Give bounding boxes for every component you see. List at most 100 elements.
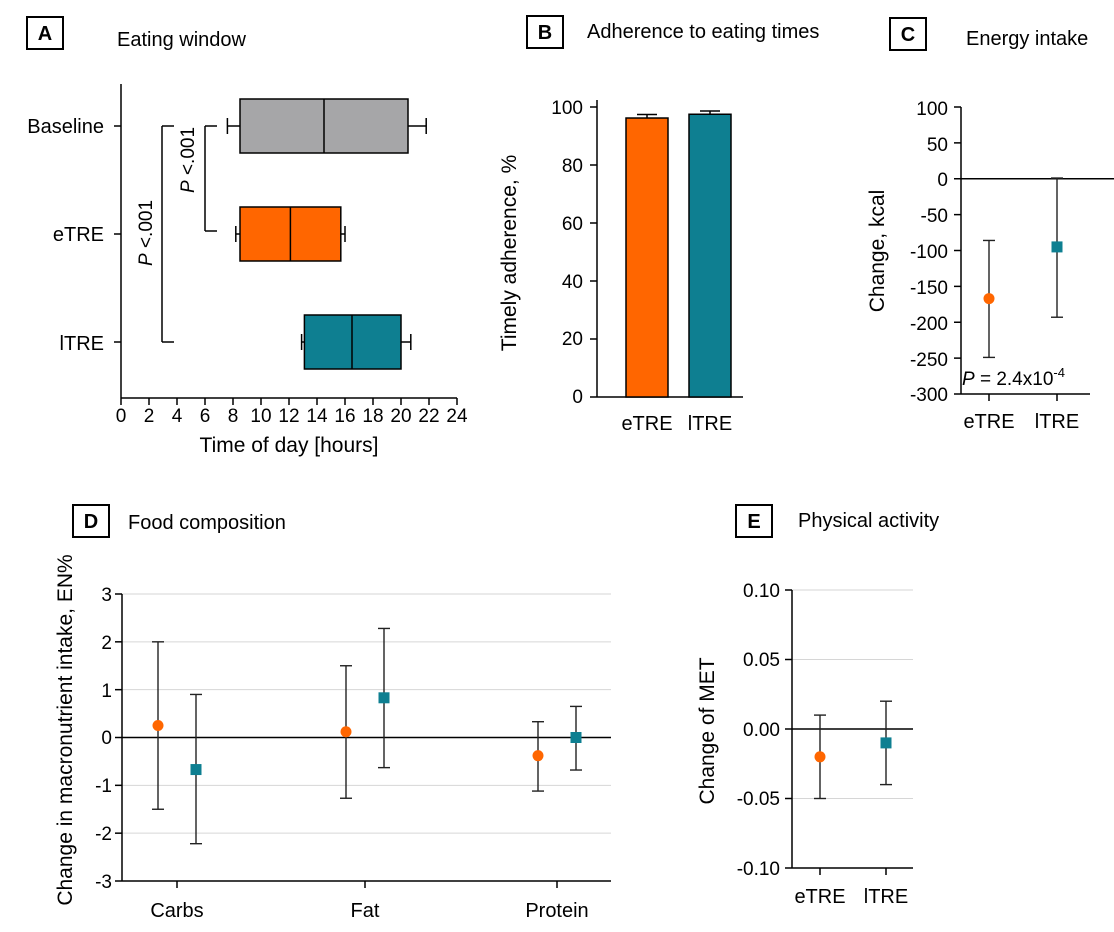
y-tick-label: 0 (572, 387, 583, 408)
y-tick-label: -2 (95, 824, 112, 845)
panel-d-chart: 3 2 1 0 -1 -2 -3 Carbs Fat Protein Chang… (54, 554, 611, 922)
category-label-etre: eTRE (53, 224, 104, 246)
p-value-text: <.001 (178, 127, 199, 180)
category-label-fat: Fat (351, 900, 380, 922)
panel-b-label-box (526, 15, 564, 49)
panel-d-point-ltre-fat (378, 692, 390, 704)
panel-c-pvalue: P = 2.4x10-4 (962, 365, 1065, 390)
category-label-etre: eTRE (794, 886, 845, 908)
x-tick-label: 12 (278, 406, 299, 427)
panel-c-header: C Energy intake (889, 17, 1088, 51)
y-tick-label: -150 (910, 278, 948, 299)
y-tick-label: 1 (101, 681, 112, 702)
panel-c-title: Energy intake (966, 28, 1088, 50)
p-value-exponent: -4 (1053, 365, 1065, 380)
x-tick-label: 22 (418, 406, 439, 427)
panel-e-y-axis-label: Change of MET (696, 657, 719, 804)
p-symbol: P (962, 369, 975, 390)
y-tick-label: -1 (95, 776, 112, 797)
category-label-protein: Protein (525, 900, 588, 922)
x-tick-label: 18 (362, 406, 383, 427)
bar-etre (625, 117, 669, 398)
panel-d-plot-area (115, 593, 611, 888)
panel-d-point-etre-fat (340, 726, 352, 738)
panel-e-point-ltre (880, 737, 892, 749)
panel-d-y-ticklabels: 3 2 1 0 -1 -2 -3 (95, 585, 112, 893)
panel-d-point-etre-carbs (152, 720, 164, 732)
panel-c-y-ticklabels: 100 50 0 -50 -100 -150 -200 -250 -300 (910, 99, 948, 406)
panel-d-y-axis-label: Change in macronutrient intake, EN% (54, 554, 77, 905)
bar-ltre (688, 113, 732, 398)
panel-b-letter: B (538, 22, 552, 44)
panel-a-pvalue-etre: P <.001 (178, 127, 199, 193)
y-tick-label: -250 (910, 350, 948, 371)
panel-b-y-axis-label: Timely adherence, % (498, 155, 521, 351)
panel-b-header: B Adherence to eating times (526, 15, 819, 49)
y-tick-label: 0.05 (743, 650, 780, 671)
category-label-baseline: Baseline (27, 116, 104, 138)
panel-e-plot-area (785, 589, 913, 875)
p-symbol: P (178, 180, 199, 193)
panel-a-pvalue-ltre: P <.001 (136, 200, 157, 266)
panel-e-header: E Physical activity (735, 504, 939, 538)
y-tick-label: 0.00 (743, 720, 780, 741)
panel-e-title: Physical activity (798, 510, 939, 532)
y-tick-label: -3 (95, 872, 112, 893)
panel-e-point-etre (814, 751, 826, 763)
panel-e-label-box (735, 504, 773, 538)
panel-c-point-ltre (1051, 241, 1063, 253)
panel-d-point-ltre-carbs (190, 764, 202, 776)
x-tick-label: 0 (116, 406, 127, 427)
panel-b-plot-area (590, 100, 743, 398)
panel-b-title: Adherence to eating times (587, 21, 819, 43)
panel-e-chart: 0.10 0.05 0.00 -0.05 -0.10 eTRE lTRE Cha… (696, 581, 913, 908)
panel-d-label-box (72, 504, 110, 538)
y-tick-label: 2 (101, 633, 112, 654)
x-tick-label: 24 (446, 406, 468, 427)
x-tick-label: 14 (306, 406, 328, 427)
panel-a-category-labels: Baseline eTRE lTRE (27, 116, 104, 355)
x-tick-label: 10 (250, 406, 271, 427)
y-tick-label: -50 (921, 206, 948, 227)
y-tick-label: 80 (562, 156, 583, 177)
y-tick-label: 3 (101, 585, 112, 606)
x-tick-label: 2 (144, 406, 155, 427)
panel-d-letter: D (84, 511, 98, 533)
x-tick-label: 16 (334, 406, 355, 427)
p-value-text: <.001 (136, 200, 157, 253)
panel-a-letter: A (38, 23, 52, 45)
y-tick-label: -100 (910, 242, 948, 263)
panel-e-letter: E (747, 511, 760, 533)
panel-c-chart: 100 50 0 -50 -100 -150 -200 -250 -300 eT… (866, 99, 1114, 433)
panel-e-y-ticklabels: 0.10 0.05 0.00 -0.05 -0.10 (737, 581, 780, 880)
category-label-carbs: Carbs (150, 900, 203, 922)
y-tick-label: 100 (551, 98, 583, 119)
x-tick-label: 20 (390, 406, 411, 427)
y-tick-label: -300 (910, 385, 948, 406)
panel-d-point-etre-protein (532, 750, 544, 762)
panel-b-y-ticklabels: 0 20 40 60 80 100 (551, 98, 583, 408)
panel-a-x-axis-label: Time of day [hours] (200, 434, 379, 457)
x-tick-label: 4 (172, 406, 183, 427)
x-tick-label: 6 (200, 406, 211, 427)
panel-a-title: Eating window (117, 29, 247, 51)
category-label-ltre: lTRE (60, 333, 104, 355)
category-label-etre: eTRE (621, 413, 672, 435)
y-tick-label: -0.10 (737, 859, 780, 880)
panel-d-header: D Food composition (72, 504, 286, 538)
y-tick-label: 60 (562, 214, 583, 235)
y-tick-label: -200 (910, 314, 948, 335)
panel-a-label-box (26, 16, 64, 50)
category-label-ltre: lTRE (864, 886, 908, 908)
p-symbol: P (136, 253, 157, 266)
y-tick-label: 0.10 (743, 581, 780, 602)
y-tick-label: 40 (562, 272, 583, 293)
category-label-ltre: lTRE (1035, 411, 1079, 433)
p-value-text: = 2.4x10 (975, 369, 1054, 390)
panel-d-title: Food composition (128, 512, 286, 534)
panel-c-label-box (889, 17, 927, 51)
y-tick-label: 20 (562, 329, 583, 350)
y-tick-label: 0 (101, 728, 112, 749)
panel-c-point-etre (983, 293, 995, 305)
